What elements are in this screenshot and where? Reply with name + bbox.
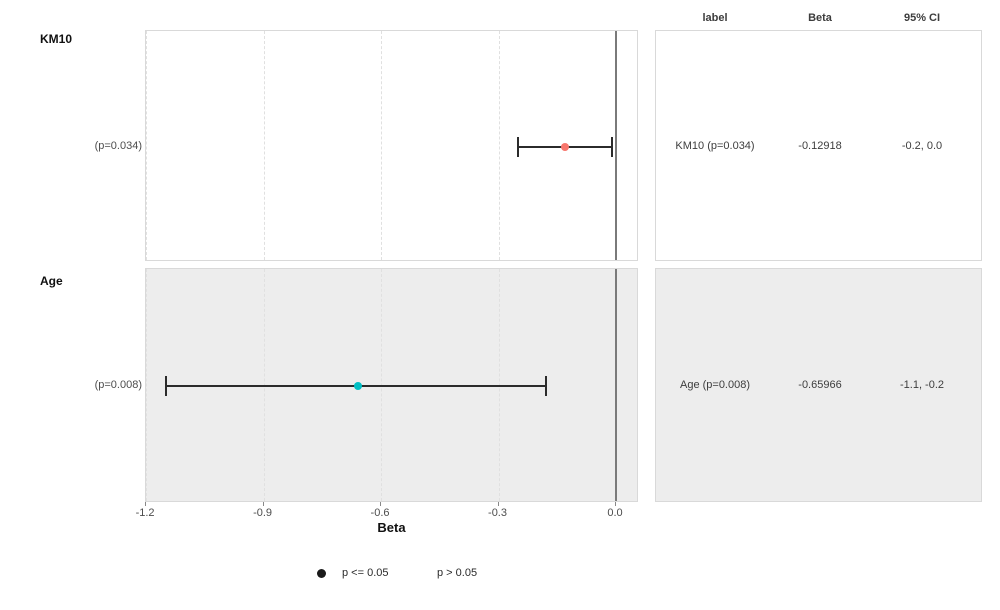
grid-line (146, 269, 148, 501)
grid-line (146, 31, 148, 260)
legend-filled-circle-icon (317, 569, 326, 578)
table-header-label: label (702, 12, 728, 24)
x-tick-mark (615, 502, 616, 506)
table-cell-ci-km10: -0.2, 0.0 (901, 140, 943, 152)
errorbar-cap-right (544, 376, 547, 396)
table-header-beta: Beta (808, 12, 832, 24)
row-axis-label-age: (p=0.008) (94, 379, 142, 391)
zero-reference-line (615, 31, 617, 260)
x-tick-mark (145, 502, 147, 506)
grid-line (381, 31, 383, 260)
x-tick-label: -0.3 (488, 507, 507, 519)
x-tick-label: 0.0 (607, 507, 623, 519)
errorbar-cap-right (611, 136, 614, 157)
grid-line (498, 31, 500, 260)
errorbar-cap-left (164, 376, 167, 396)
x-axis-title: Beta (377, 520, 406, 535)
zero-reference-line (615, 269, 617, 501)
facet-strip-label-km10: KM10 (40, 32, 73, 46)
x-tick-label: -1.2 (135, 507, 155, 519)
grid-line (263, 31, 265, 260)
row-axis-label-km10: (p=0.034) (94, 140, 142, 152)
x-tick-label: -0.9 (253, 507, 273, 519)
x-tick-mark (262, 502, 264, 506)
beta-point (561, 142, 570, 151)
errorbar-cap-left (517, 136, 520, 157)
plot-panel-km10 (145, 30, 638, 261)
table-cell-label-age: Age (p=0.008) (679, 379, 751, 391)
table-panel-age (655, 268, 982, 502)
facet-strip-label-age: Age (40, 274, 63, 288)
table-cell-beta-km10: -0.12918 (798, 140, 842, 152)
legend-label-significant: p <= 0.05 (342, 567, 389, 579)
beta-point (353, 382, 362, 390)
x-tick-mark (380, 502, 382, 506)
table-cell-beta-age: -0.65966 (798, 379, 842, 391)
legend-label-not-significant: p > 0.05 (437, 567, 478, 579)
table-cell-ci-age: -1.1, -0.2 (899, 379, 945, 391)
plot-panel-age (145, 268, 638, 502)
x-tick-label: -0.6 (370, 507, 390, 519)
table-cell-label-km10: KM10 (p=0.034) (675, 140, 755, 152)
table-header-ci: 95% CI (903, 12, 941, 24)
table-panel-km10 (655, 30, 982, 261)
x-tick-mark (497, 502, 499, 506)
